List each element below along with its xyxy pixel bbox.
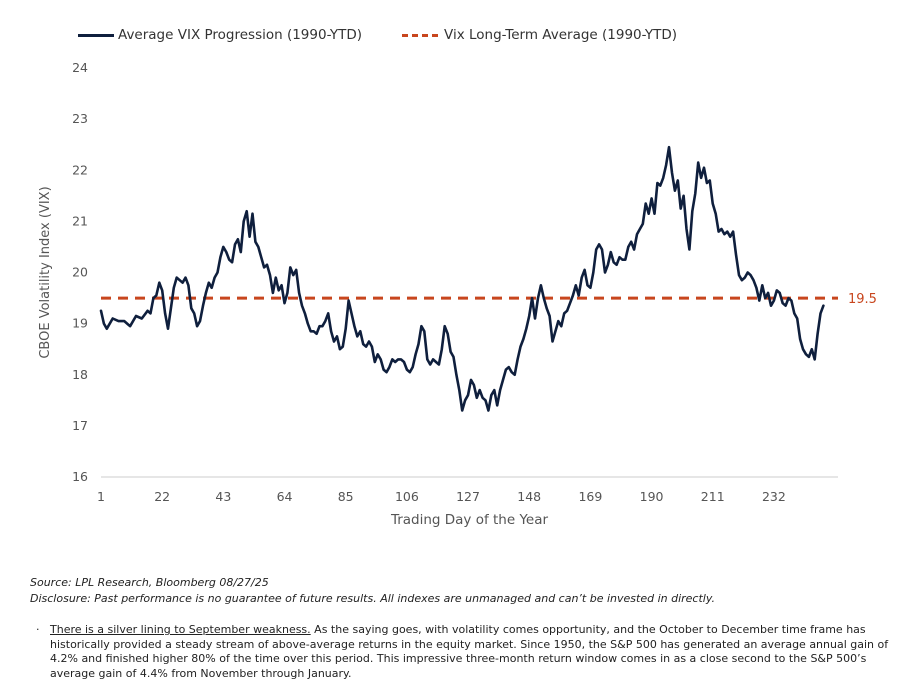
y-tick-label: 23 <box>72 111 88 126</box>
legend-item-average-vix: Average VIX Progression (1990-YTD) <box>78 27 362 43</box>
legend-label-average-vix: Average VIX Progression (1990-YTD) <box>118 27 363 43</box>
y-axis-label: CBOE Volatility Index (VIX) <box>38 186 53 358</box>
y-tick-label: 21 <box>72 213 88 228</box>
y-tick-label: 16 <box>72 469 88 484</box>
x-axis-ticks: 1 22 43 64 85 106 127 148 169 190 211 232 <box>97 489 786 504</box>
average-value-label: 19.5 <box>848 292 877 307</box>
bullet-body: As the saying goes, with volatility come… <box>50 623 889 680</box>
chart-legend: Average VIX Progression (1990-YTD) Vix L… <box>78 27 717 43</box>
x-tick-label: 148 <box>517 489 541 504</box>
x-tick-label: 169 <box>578 489 602 504</box>
x-tick-label: 211 <box>701 489 725 504</box>
y-tick-label: 18 <box>72 367 88 382</box>
x-tick-label: 43 <box>215 489 231 504</box>
x-tick-label: 232 <box>762 489 786 504</box>
legend-swatch-dashed <box>402 33 439 37</box>
y-tick-label: 17 <box>72 418 88 433</box>
source-notes: Source: LPL Research, Bloomberg 08/27/25… <box>30 575 715 607</box>
disclosure-line: Disclosure: Past performance is no guara… <box>30 592 716 605</box>
commentary-bullet: · There is a silver lining to September … <box>36 623 891 681</box>
average-vix-series-line <box>99 145 825 412</box>
bullet-paragraph: There is a silver lining to September we… <box>50 623 891 681</box>
bullet-lead: There is a silver lining to September we… <box>50 623 311 636</box>
x-tick-label: 64 <box>277 489 293 504</box>
x-tick-label: 190 <box>640 489 664 504</box>
x-tick-label: 22 <box>154 489 170 504</box>
y-tick-label: 22 <box>72 162 88 177</box>
bullet-mark: · <box>36 623 40 636</box>
x-tick-label: 127 <box>456 489 480 504</box>
vix-line-chart: 16 17 18 19 20 21 22 23 24 1 22 43 64 85 106 127 148 169… <box>38 60 877 528</box>
y-axis-ticks: 16 17 18 19 20 21 22 23 24 <box>72 60 88 484</box>
legend-item-long-term-average: Vix Long-Term Average (1990-YTD) <box>402 27 677 43</box>
x-axis-label: Trading Day of the Year <box>390 512 549 528</box>
y-tick-label: 24 <box>72 60 88 75</box>
y-tick-label: 20 <box>72 265 88 280</box>
x-tick-label: 85 <box>338 489 354 504</box>
x-tick-label: 106 <box>395 489 419 504</box>
y-tick-label: 19 <box>72 316 88 331</box>
source-line: Source: LPL Research, Bloomberg 08/27/25 <box>30 576 269 589</box>
legend-swatch-solid <box>78 33 114 37</box>
legend-label-long-term-average: Vix Long-Term Average (1990-YTD) <box>444 27 678 43</box>
x-tick-label: 1 <box>97 489 105 504</box>
